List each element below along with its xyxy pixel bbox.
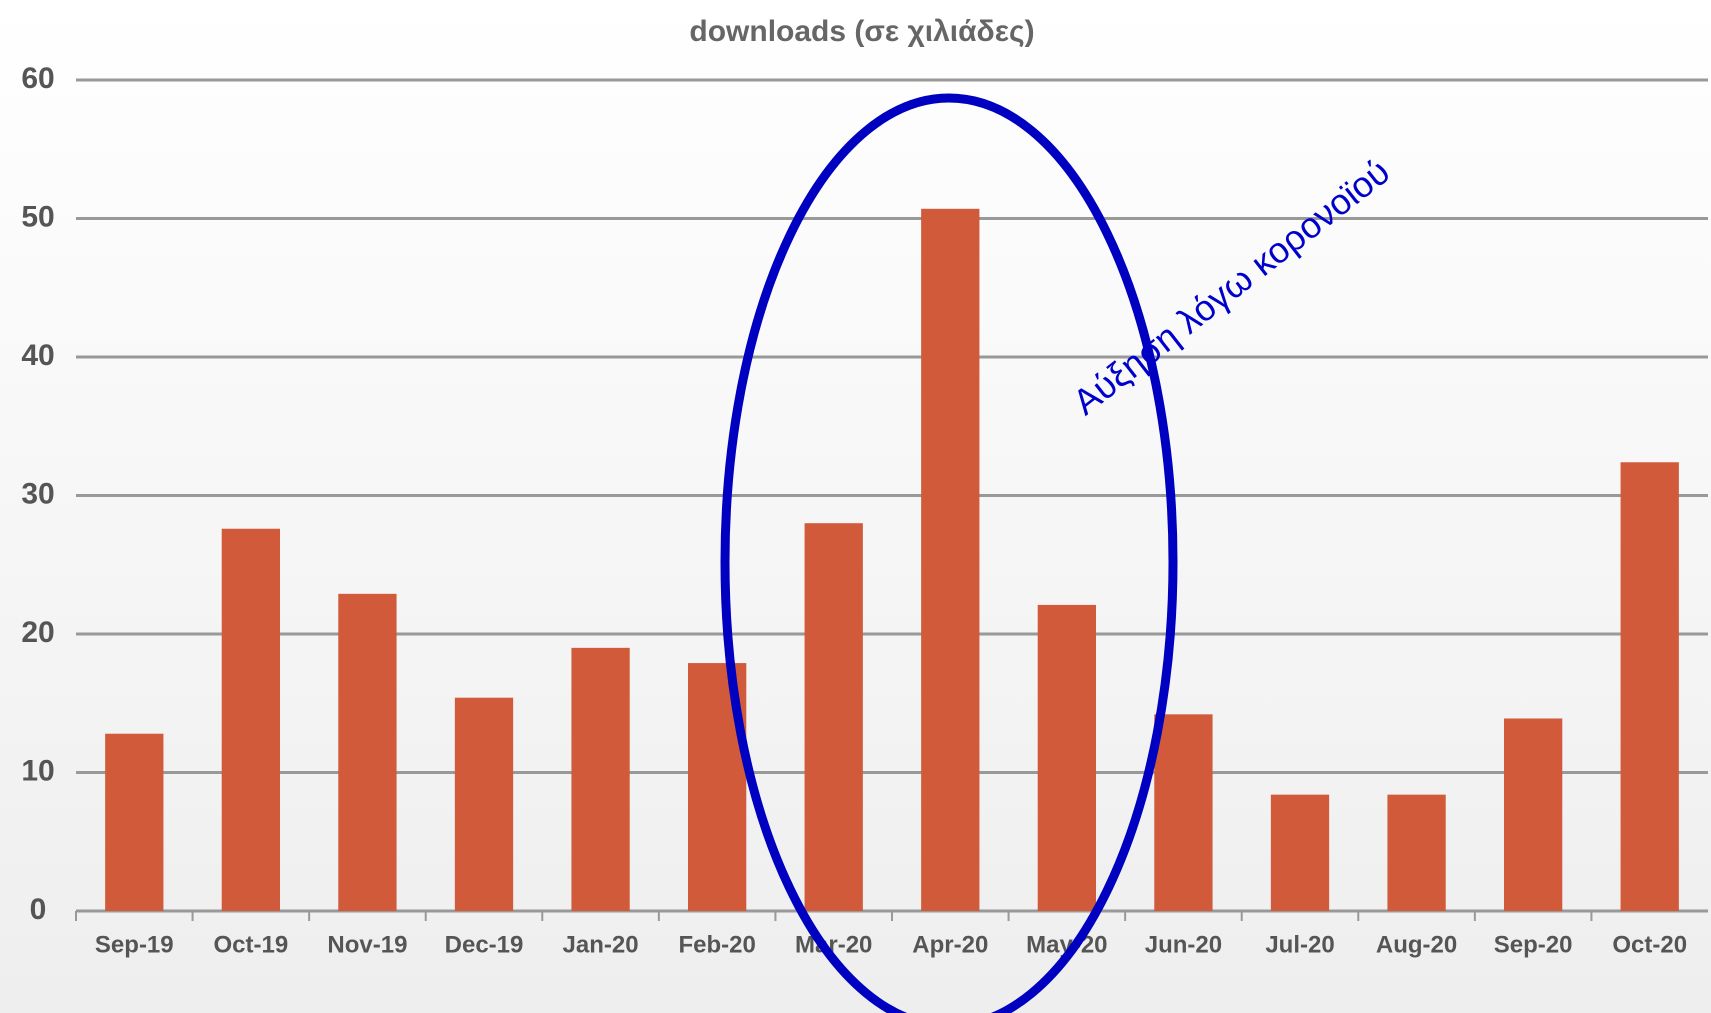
bar [1387, 794, 1446, 911]
bar [571, 647, 630, 911]
y-tick-label: 50 [21, 200, 54, 233]
x-tick-label: Jul-20 [1265, 931, 1334, 958]
y-tick-label: 10 [21, 754, 54, 787]
bar [804, 523, 863, 911]
y-tick-label: 0 [30, 893, 47, 926]
x-tick-label: Oct-20 [1612, 931, 1687, 958]
bar [454, 697, 514, 911]
bar [1270, 794, 1330, 911]
y-tick-label: 20 [21, 616, 54, 649]
bar [105, 733, 164, 911]
x-tick-label: Aug-20 [1376, 931, 1457, 958]
bar [338, 593, 397, 911]
x-tick-label: Sep-20 [1494, 931, 1573, 958]
highlight-ellipse [720, 93, 1178, 1013]
x-tick-label: Nov-19 [327, 931, 407, 958]
bar [1504, 718, 1563, 911]
x-tick-label: Sep-19 [95, 931, 174, 958]
bar [221, 528, 280, 911]
y-tick-label: 40 [21, 339, 54, 372]
x-tick-label: Jan-20 [563, 931, 639, 958]
y-tick-label: 30 [21, 477, 54, 510]
bar [1154, 714, 1213, 911]
x-tick-label: Feb-20 [678, 931, 755, 958]
y-tick-label: 60 [21, 62, 54, 95]
bar [1037, 604, 1096, 911]
chart-title: downloads (σε χιλιάδες) [689, 15, 1034, 48]
x-tick-label: Oct-19 [214, 931, 289, 958]
bar [1620, 462, 1679, 911]
bar [921, 208, 980, 911]
x-tick-label: Jun-20 [1145, 931, 1222, 958]
x-tick-label: Dec-19 [445, 931, 524, 958]
x-tick-label: Apr-20 [912, 931, 988, 958]
